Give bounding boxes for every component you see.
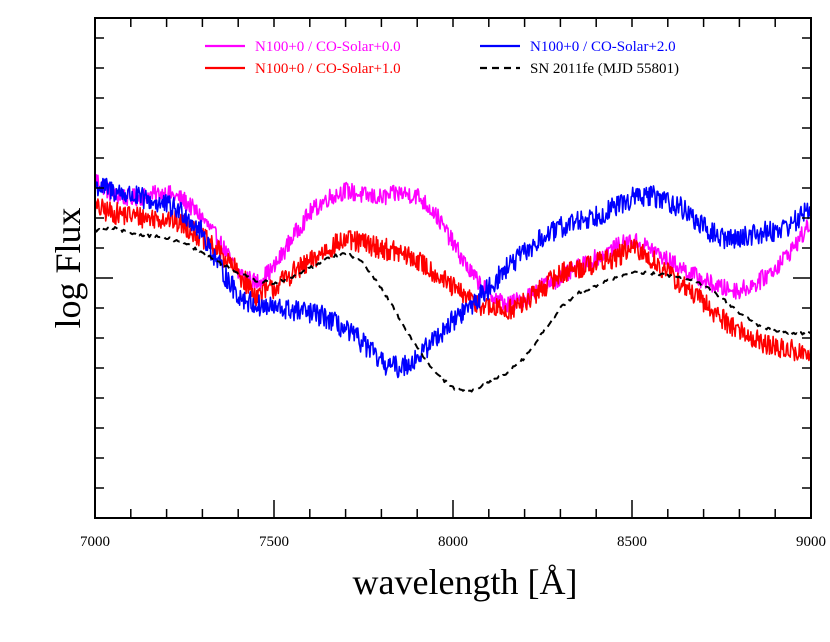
series-line (95, 177, 811, 379)
legend-label: N100+0 / CO-Solar+1.0 (255, 61, 401, 77)
legend-label: N100+0 / CO-Solar+2.0 (530, 39, 676, 55)
x-tick-label: 8500 (617, 534, 647, 550)
series-layer (95, 174, 811, 393)
series-line (95, 225, 811, 393)
x-tick-label: 8000 (438, 534, 468, 550)
series-line (95, 174, 811, 314)
legend-label: SN 2011fe (MJD 55801) (530, 61, 679, 77)
x-tick-label: 7500 (259, 534, 289, 550)
x-axis-title: wavelength [Å] (353, 562, 578, 602)
y-axis-title: log Flux (48, 207, 88, 328)
axis-layer: 7000 7500 8000 8500 9000 (80, 18, 826, 550)
legend: N100+0 / CO-Solar+0.0 N100+0 / CO-Solar+1… (196, 27, 728, 87)
x-tick-label: 9000 (796, 534, 826, 550)
legend-box (196, 27, 728, 87)
x-tick-label: 7000 (80, 534, 110, 550)
legend-label: N100+0 / CO-Solar+0.0 (255, 39, 401, 55)
